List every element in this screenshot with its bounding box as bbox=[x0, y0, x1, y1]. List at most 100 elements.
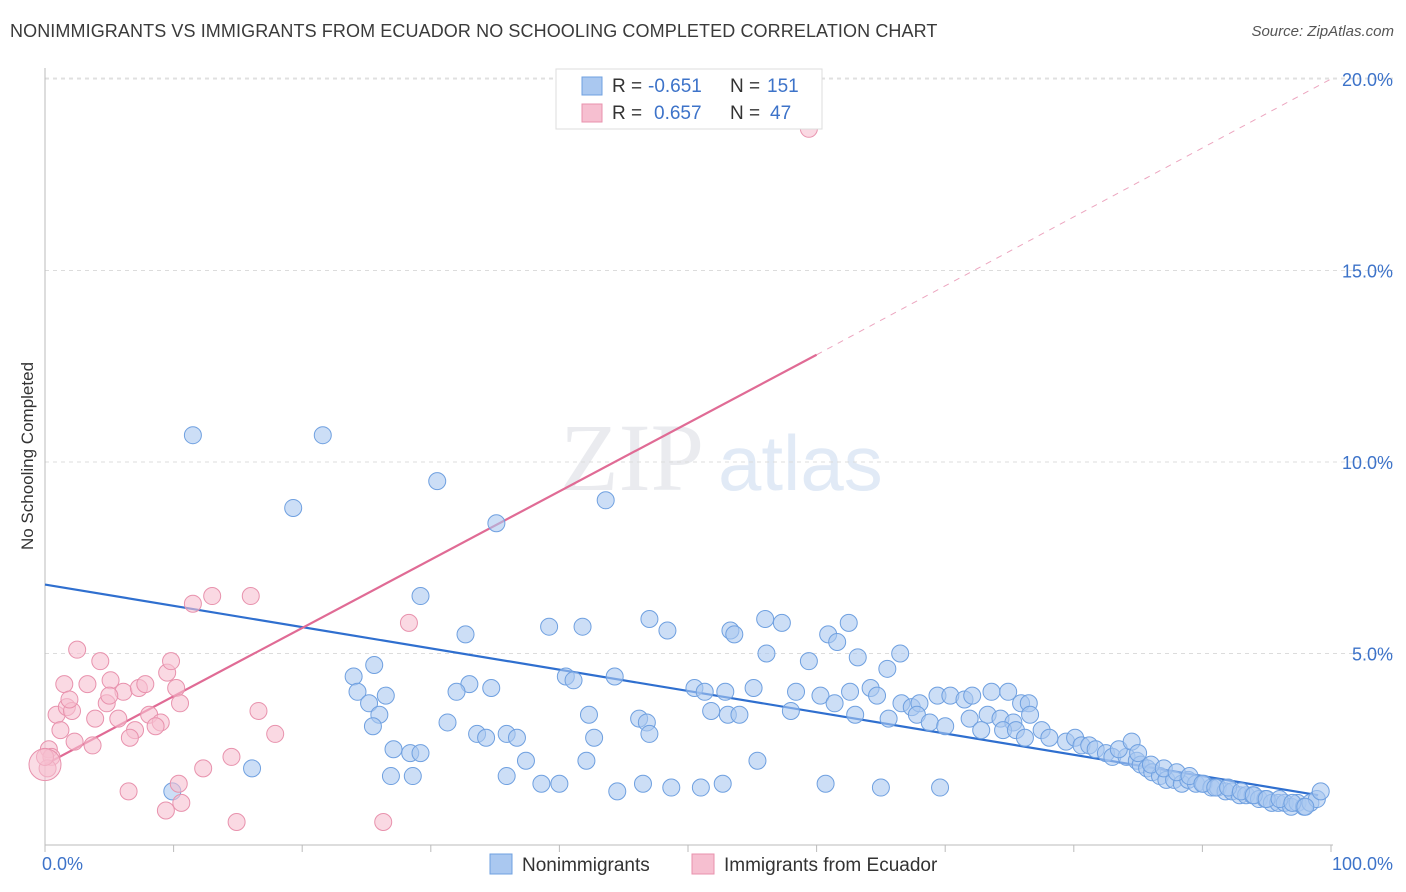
nonimmigrant-point bbox=[579, 705, 598, 724]
immigrant-point bbox=[227, 813, 246, 832]
stats-r-value-pink: 0.657 bbox=[654, 103, 702, 124]
immigrant-point bbox=[399, 613, 418, 632]
immigrant-point bbox=[249, 701, 268, 720]
stats-swatch-blue bbox=[581, 76, 603, 96]
nonimmigrant-point bbox=[532, 774, 551, 793]
y-tick-label: 10.0% bbox=[1342, 453, 1393, 473]
immigrant-point bbox=[203, 587, 222, 606]
immigrant-point bbox=[91, 652, 110, 671]
nonimmigrant-point bbox=[596, 491, 615, 510]
stats-swatch-pink bbox=[581, 103, 603, 123]
immigrant-point bbox=[83, 736, 102, 755]
immigrant-point bbox=[241, 587, 260, 606]
nonimmigrant-point bbox=[695, 682, 714, 701]
nonimmigrant-point bbox=[1311, 782, 1330, 801]
nonimmigrant-point bbox=[550, 774, 569, 793]
nonimmigrant-point bbox=[243, 759, 262, 778]
nonimmigrant-point bbox=[982, 682, 1001, 701]
legend-swatch-immigrants bbox=[691, 853, 715, 875]
nonimmigrant-point bbox=[411, 587, 430, 606]
nonimmigrant-point bbox=[633, 774, 652, 793]
nonimmigrant-point bbox=[313, 426, 332, 445]
nonimmigrant-point bbox=[960, 709, 979, 728]
nonimmigrant-point bbox=[456, 625, 475, 644]
legend-label-nonimmigrants: Nonimmigrants bbox=[522, 855, 650, 876]
watermark: ZIP atlas bbox=[560, 404, 883, 511]
immigrant-point bbox=[171, 694, 190, 713]
nonimmigrant-point bbox=[787, 682, 806, 701]
legend: Nonimmigrants Immigrants from Ecuador bbox=[489, 853, 938, 876]
nonimmigrant-point bbox=[360, 694, 379, 713]
immigrant-point bbox=[86, 709, 105, 728]
nonimmigrant-point bbox=[662, 778, 681, 797]
data-points bbox=[28, 119, 1330, 832]
nonimmigrant-point bbox=[1040, 728, 1059, 747]
nonimmigrant-point bbox=[972, 721, 991, 740]
immigrant-point bbox=[51, 721, 70, 740]
watermark-zip: ZIP bbox=[560, 404, 704, 511]
nonimmigrant-point bbox=[477, 728, 496, 747]
immigrant-point bbox=[156, 801, 175, 820]
nonimmigrant-point bbox=[363, 717, 382, 736]
nonimmigrant-point bbox=[507, 728, 526, 747]
nonimmigrant-point bbox=[920, 713, 939, 732]
nonimmigrant-point bbox=[658, 621, 677, 640]
stats-r-label-pink: R = bbox=[612, 103, 642, 124]
nonimmigrant-point bbox=[871, 778, 890, 797]
nonimmigrant-point bbox=[605, 667, 624, 686]
nonimmigrant-point bbox=[497, 767, 516, 786]
nonimmigrant-point bbox=[487, 514, 506, 533]
nonimmigrant-point bbox=[963, 686, 982, 705]
immigrant-point bbox=[222, 747, 241, 766]
nonimmigrant-point bbox=[781, 701, 800, 720]
source-label: Source: ZipAtlas.com bbox=[1251, 23, 1394, 40]
nonimmigrant-point bbox=[608, 782, 627, 801]
nonimmigrant-point bbox=[640, 724, 659, 743]
nonimmigrant-point bbox=[482, 678, 501, 697]
nonimmigrant-point bbox=[573, 617, 592, 636]
nonimmigrant-point bbox=[713, 774, 732, 793]
nonimmigrant-point bbox=[816, 774, 835, 793]
nonimmigrant-point bbox=[577, 751, 596, 770]
nonimmigrant-point bbox=[848, 648, 867, 667]
nonimmigrant-point bbox=[828, 633, 847, 652]
immigrant-point bbox=[119, 782, 138, 801]
nonimmigrant-point bbox=[772, 613, 791, 632]
nonimmigrant-point bbox=[183, 426, 202, 445]
stats-n-label-pink: N = bbox=[730, 103, 760, 124]
nonimmigrant-point bbox=[936, 717, 955, 736]
nonimmigrant-point bbox=[691, 778, 710, 797]
nonimmigrant-point bbox=[348, 682, 367, 701]
nonimmigrant-point bbox=[725, 625, 744, 644]
nonimmigrant-point bbox=[411, 744, 430, 763]
immigrant-point bbox=[194, 759, 213, 778]
nonimmigrant-point bbox=[931, 778, 950, 797]
x-tick-labels: 0.0% 100.0% bbox=[42, 854, 1393, 874]
immigrant-point bbox=[146, 717, 165, 736]
x-tick-label: 0.0% bbox=[42, 854, 83, 874]
nonimmigrant-point bbox=[841, 682, 860, 701]
nonimmigrant-point bbox=[564, 671, 583, 690]
nonimmigrant-point bbox=[756, 610, 775, 629]
nonimmigrant-point bbox=[1021, 705, 1040, 724]
legend-swatch-nonimmigrants bbox=[489, 853, 513, 875]
immigrant-point bbox=[68, 640, 87, 659]
immigrant-point bbox=[60, 690, 79, 709]
nonimmigrant-point bbox=[403, 767, 422, 786]
nonimmigrant-point bbox=[825, 694, 844, 713]
immigrant-point bbox=[172, 793, 191, 812]
nonimmigrant-point bbox=[891, 644, 910, 663]
nonimmigrant-point bbox=[811, 686, 830, 705]
axes bbox=[44, 68, 1333, 852]
immigrant-point bbox=[266, 724, 285, 743]
immigrant-point bbox=[136, 675, 155, 694]
nonimmigrant-point bbox=[744, 678, 763, 697]
nonimmigrant-point bbox=[640, 610, 659, 629]
immigrant-point bbox=[169, 774, 188, 793]
nonimmigrant-point bbox=[846, 705, 865, 724]
chart-title: NONIMMIGRANTS VS IMMIGRANTS FROM ECUADOR… bbox=[10, 21, 938, 41]
x-tick-label: 100.0% bbox=[1332, 854, 1393, 874]
nonimmigrant-point bbox=[878, 659, 897, 678]
y-tick-label: 5.0% bbox=[1352, 645, 1393, 665]
